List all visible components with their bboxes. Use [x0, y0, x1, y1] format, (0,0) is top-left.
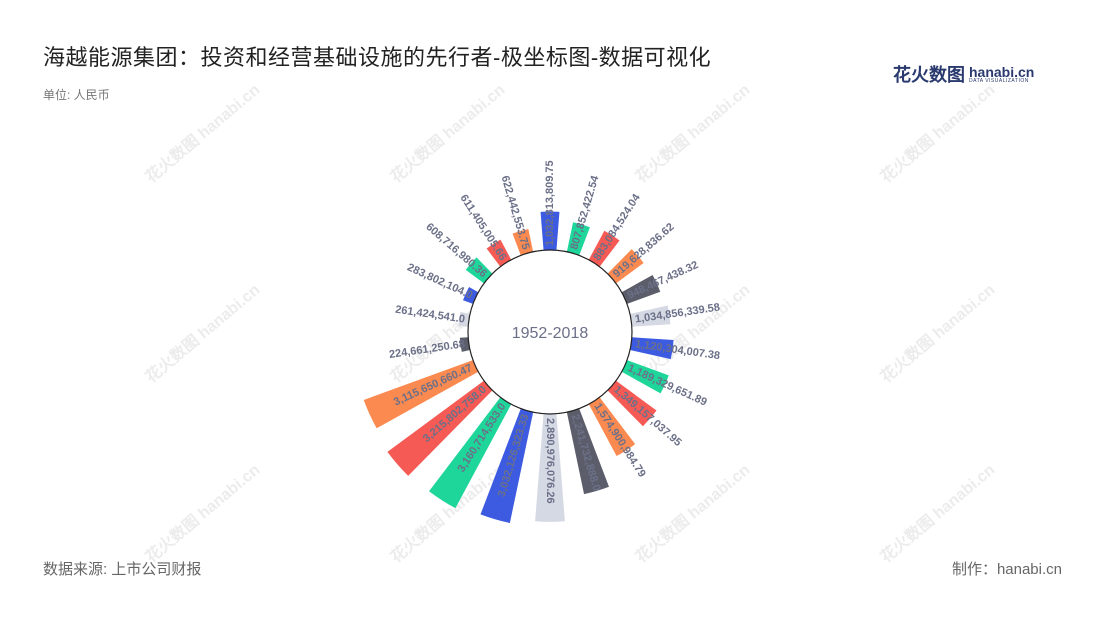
logo-sub-text: DATA VISUALIZATION: [969, 77, 1029, 84]
bar-18: [458, 311, 471, 327]
chart-title: 海越能源集团：投资和经营基础设施的先行者-极坐标图-数据可视化: [43, 45, 712, 70]
bar-20: [465, 257, 493, 284]
bar-5: [621, 275, 661, 304]
bar-value-label-1: 1,032,813,809.75: [544, 160, 556, 246]
bar-value-label-7: 1,120,304,007.38: [634, 338, 720, 362]
bar-8: [621, 360, 669, 394]
bar-value-label-17: 224,661,250.68: [388, 338, 465, 361]
bar-6: [629, 305, 671, 327]
credit-text: 制作：hanabi.cn: [951, 561, 1062, 578]
bar-3: [588, 230, 620, 267]
bar-22: [512, 229, 534, 256]
bar-2: [566, 222, 590, 256]
bar-14: [429, 397, 512, 509]
logo-en-text: hanabi.cn: [969, 63, 1035, 80]
brand-logo: 花火数图 hanabi.cn DATA VISUALIZATION: [893, 60, 1034, 88]
bar-7: [629, 337, 674, 360]
bar-1: [540, 211, 560, 251]
bar-value-label-12: 2,890,976,076.26: [544, 418, 556, 504]
bar-value-label-19: 283,802,104.0: [405, 262, 474, 302]
bar-13: [480, 408, 534, 523]
bar-group: [363, 211, 674, 523]
data-source: 数据来源: 上市公司财报: [43, 561, 202, 578]
center-label: 1952-2018: [512, 325, 589, 342]
bar-10: [588, 397, 636, 457]
bar-11: [566, 408, 609, 495]
unit-label: 单位: 人民币: [43, 88, 110, 102]
bar-value-label-18: 261,424,541.0: [394, 304, 465, 326]
bar-12: [535, 413, 565, 522]
bar-value-label-6: 1,034,856,339.58: [634, 302, 720, 326]
bar-16: [363, 360, 479, 429]
bar-17: [459, 337, 471, 352]
bar-15: [387, 380, 493, 476]
bar-4: [607, 249, 644, 284]
bar-9: [607, 380, 657, 427]
bar-21: [486, 239, 512, 267]
logo-en-block: hanabi.cn DATA VISUALIZATION: [969, 65, 1034, 84]
center-circle: [467, 249, 633, 415]
logo-cn-text: 花火数图: [893, 65, 965, 85]
